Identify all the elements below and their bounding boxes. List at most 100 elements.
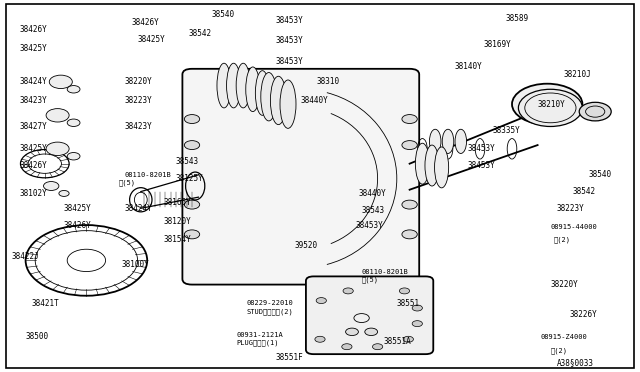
Text: 38100Y: 38100Y xyxy=(122,260,149,269)
Circle shape xyxy=(512,84,582,125)
Circle shape xyxy=(346,328,358,336)
Text: 08915-44000: 08915-44000 xyxy=(550,224,597,230)
Text: 38425Y: 38425Y xyxy=(64,204,92,213)
Text: 38551F: 38551F xyxy=(275,353,303,362)
Circle shape xyxy=(67,153,80,160)
Text: 38125Y: 38125Y xyxy=(176,174,204,183)
Circle shape xyxy=(372,344,383,350)
Text: 38425Y: 38425Y xyxy=(138,35,165,44)
Text: 38453Y: 38453Y xyxy=(355,221,383,230)
Text: 38426Y: 38426Y xyxy=(19,161,47,170)
FancyBboxPatch shape xyxy=(306,276,433,354)
Circle shape xyxy=(402,230,417,239)
Circle shape xyxy=(402,115,417,124)
Text: 38423Y: 38423Y xyxy=(19,96,47,105)
Text: 38425Y: 38425Y xyxy=(19,44,47,53)
Text: 38427Y: 38427Y xyxy=(19,122,47,131)
Circle shape xyxy=(184,141,200,150)
Text: 38424Y: 38424Y xyxy=(125,204,152,213)
Text: 38422J: 38422J xyxy=(12,252,39,261)
Ellipse shape xyxy=(246,67,260,112)
Text: 38220Y: 38220Y xyxy=(125,77,152,86)
Ellipse shape xyxy=(415,143,429,184)
Text: 39520: 39520 xyxy=(294,241,317,250)
Ellipse shape xyxy=(435,147,449,188)
Circle shape xyxy=(184,200,200,209)
Text: 38542: 38542 xyxy=(573,187,596,196)
Circle shape xyxy=(67,119,80,126)
Text: 38551: 38551 xyxy=(397,299,420,308)
Text: 38543: 38543 xyxy=(176,157,199,166)
Text: 38165Y: 38165Y xyxy=(163,198,191,207)
Ellipse shape xyxy=(261,73,277,121)
Circle shape xyxy=(365,328,378,336)
Text: 38154Y: 38154Y xyxy=(163,235,191,244)
Ellipse shape xyxy=(425,145,439,186)
Text: A38§0033: A38§0033 xyxy=(557,358,594,367)
Text: 38140Y: 38140Y xyxy=(454,62,482,71)
Circle shape xyxy=(403,336,413,342)
Ellipse shape xyxy=(255,71,269,115)
Text: 38453Y: 38453Y xyxy=(275,36,303,45)
Text: 38223Y: 38223Y xyxy=(125,96,152,105)
Text: 38424Y: 38424Y xyxy=(19,77,47,86)
Text: Ⓑ(5): Ⓑ(5) xyxy=(118,179,136,186)
Text: 38421T: 38421T xyxy=(32,299,60,308)
Ellipse shape xyxy=(442,129,454,154)
Text: 38226Y: 38226Y xyxy=(570,310,597,319)
Text: 38453Y: 38453Y xyxy=(275,57,303,66)
Ellipse shape xyxy=(270,76,287,125)
Text: 08110-8201B: 08110-8201B xyxy=(362,269,408,275)
Text: 38310: 38310 xyxy=(317,77,340,86)
Text: 38440Y: 38440Y xyxy=(358,189,386,198)
Circle shape xyxy=(402,200,417,209)
Text: Ⓑ(5): Ⓑ(5) xyxy=(362,276,379,283)
Text: Ⓜ(2): Ⓜ(2) xyxy=(550,347,568,354)
Text: 38589: 38589 xyxy=(506,14,529,23)
Text: 38540: 38540 xyxy=(211,10,234,19)
Circle shape xyxy=(579,102,611,121)
Text: 38542: 38542 xyxy=(189,29,212,38)
Circle shape xyxy=(316,298,326,304)
Text: 38423Y: 38423Y xyxy=(125,122,152,131)
Text: 38543: 38543 xyxy=(362,206,385,215)
Text: 38453Y: 38453Y xyxy=(467,161,495,170)
Ellipse shape xyxy=(217,63,231,108)
Circle shape xyxy=(342,344,352,350)
Text: 38120Y: 38120Y xyxy=(163,217,191,226)
Circle shape xyxy=(67,86,80,93)
Text: 38440Y: 38440Y xyxy=(301,96,328,105)
Text: 08110-8201B: 08110-8201B xyxy=(125,172,172,178)
Text: STUDスタッド(2): STUDスタッド(2) xyxy=(246,308,293,315)
Text: 38500: 38500 xyxy=(26,332,49,341)
Ellipse shape xyxy=(280,80,296,128)
Circle shape xyxy=(46,142,69,155)
Text: 38426Y: 38426Y xyxy=(64,221,92,230)
Circle shape xyxy=(184,115,200,124)
Circle shape xyxy=(315,336,325,342)
Ellipse shape xyxy=(455,129,467,154)
Text: 38551A: 38551A xyxy=(384,337,412,346)
Text: 38210J: 38210J xyxy=(563,70,591,79)
Text: 08229-22010: 08229-22010 xyxy=(246,300,293,306)
Text: 00931-2121A: 00931-2121A xyxy=(237,332,284,338)
Text: 38220Y: 38220Y xyxy=(550,280,578,289)
Circle shape xyxy=(399,288,410,294)
Text: 38335Y: 38335Y xyxy=(493,126,520,135)
Text: 38426Y: 38426Y xyxy=(19,25,47,34)
Text: 38425Y: 38425Y xyxy=(19,144,47,153)
Ellipse shape xyxy=(227,63,241,108)
Circle shape xyxy=(44,182,59,190)
Text: Ⓜ(2): Ⓜ(2) xyxy=(554,237,571,243)
Text: 38426Y: 38426Y xyxy=(131,18,159,27)
Text: PLUGプラグ(1): PLUGプラグ(1) xyxy=(237,340,279,346)
Ellipse shape xyxy=(429,129,441,154)
Text: 38453Y: 38453Y xyxy=(275,16,303,25)
Circle shape xyxy=(59,190,69,196)
Circle shape xyxy=(412,305,422,311)
Ellipse shape xyxy=(236,63,250,108)
Circle shape xyxy=(46,109,69,122)
Circle shape xyxy=(412,321,422,327)
Text: 38453Y: 38453Y xyxy=(467,144,495,153)
FancyBboxPatch shape xyxy=(182,69,419,285)
